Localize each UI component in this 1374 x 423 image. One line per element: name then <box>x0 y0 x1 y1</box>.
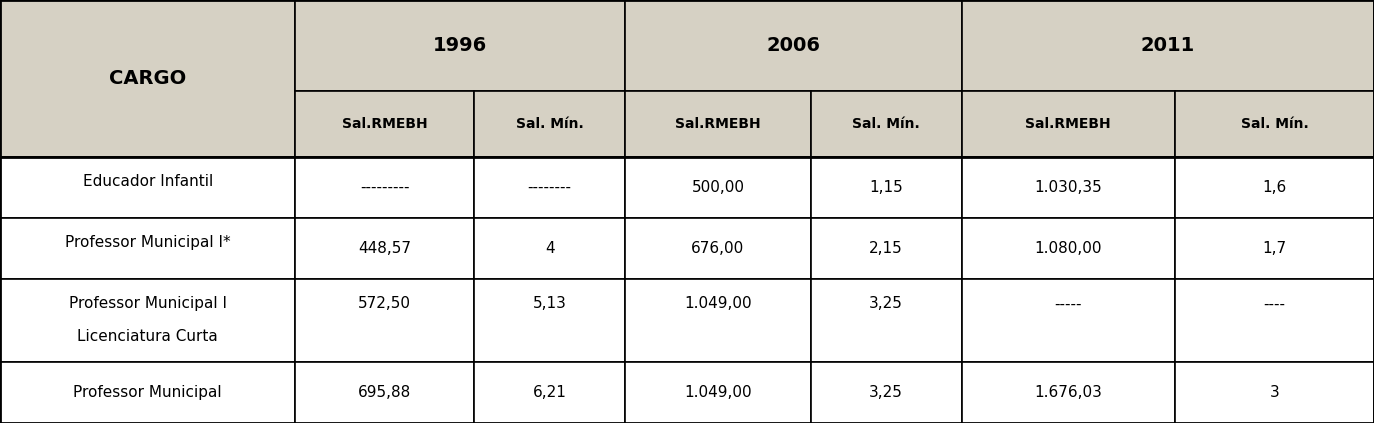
Text: 676,00: 676,00 <box>691 241 745 256</box>
Bar <box>811 91 962 157</box>
Bar <box>474 362 625 423</box>
Text: 695,88: 695,88 <box>359 385 411 400</box>
Bar <box>625 279 811 362</box>
Bar <box>474 91 625 157</box>
Text: 500,00: 500,00 <box>691 180 745 195</box>
Text: ----: ---- <box>1263 297 1286 311</box>
Text: Professor Municipal I: Professor Municipal I <box>69 297 227 311</box>
Bar <box>474 279 625 362</box>
Bar <box>1175 279 1374 362</box>
Bar <box>811 157 962 218</box>
Bar <box>625 0 962 91</box>
Bar <box>1175 157 1374 218</box>
Text: 1.049,00: 1.049,00 <box>684 297 752 311</box>
Text: 1,15: 1,15 <box>870 180 903 195</box>
Text: 448,57: 448,57 <box>359 241 411 256</box>
Text: 6,21: 6,21 <box>533 385 566 400</box>
Text: ---------: --------- <box>360 180 409 195</box>
Bar <box>0 0 295 157</box>
Text: 2006: 2006 <box>767 36 820 55</box>
Bar <box>0 362 295 423</box>
Text: Sal. Mín.: Sal. Mín. <box>852 117 921 131</box>
Bar <box>962 0 1374 91</box>
Text: 1.676,03: 1.676,03 <box>1035 385 1102 400</box>
Bar <box>962 157 1175 218</box>
Bar <box>295 91 474 157</box>
Bar <box>0 218 295 279</box>
Text: Sal.RMEBH: Sal.RMEBH <box>342 117 427 131</box>
Text: Licenciatura Curta: Licenciatura Curta <box>77 330 218 344</box>
Bar <box>625 157 811 218</box>
Text: Sal.RMEBH: Sal.RMEBH <box>1025 117 1112 131</box>
Text: Professor Municipal: Professor Municipal <box>73 385 223 400</box>
Bar <box>295 0 625 91</box>
Bar <box>811 218 962 279</box>
Text: 3: 3 <box>1270 385 1279 400</box>
Bar <box>0 279 295 362</box>
Bar <box>962 362 1175 423</box>
Text: 2,15: 2,15 <box>870 241 903 256</box>
Text: 1,7: 1,7 <box>1263 241 1286 256</box>
Text: 1.049,00: 1.049,00 <box>684 385 752 400</box>
Bar <box>625 218 811 279</box>
Text: 4: 4 <box>544 241 555 256</box>
Bar <box>295 157 474 218</box>
Bar <box>811 362 962 423</box>
Bar <box>962 218 1175 279</box>
Text: 5,13: 5,13 <box>533 297 566 311</box>
Text: CARGO: CARGO <box>109 69 187 88</box>
Text: 3,25: 3,25 <box>870 297 903 311</box>
Text: 1,6: 1,6 <box>1263 180 1286 195</box>
Bar <box>625 91 811 157</box>
Text: 3,25: 3,25 <box>870 385 903 400</box>
Text: 572,50: 572,50 <box>359 297 411 311</box>
Bar <box>625 362 811 423</box>
Bar <box>811 279 962 362</box>
Text: 2011: 2011 <box>1140 36 1195 55</box>
Bar <box>1175 218 1374 279</box>
Bar <box>474 157 625 218</box>
Bar <box>1175 91 1374 157</box>
Bar <box>295 279 474 362</box>
Text: -----: ----- <box>1054 297 1083 311</box>
Bar <box>295 218 474 279</box>
Text: 1.030,35: 1.030,35 <box>1035 180 1102 195</box>
Text: Sal. Mín.: Sal. Mín. <box>1241 117 1308 131</box>
Text: 1996: 1996 <box>433 36 488 55</box>
Text: Sal. Mín.: Sal. Mín. <box>515 117 584 131</box>
Text: Sal.RMEBH: Sal.RMEBH <box>675 117 761 131</box>
Text: Educador Infantil: Educador Infantil <box>82 173 213 189</box>
Bar <box>0 157 295 218</box>
Text: --------: -------- <box>528 180 572 195</box>
Bar <box>962 91 1175 157</box>
Text: 1.080,00: 1.080,00 <box>1035 241 1102 256</box>
Bar <box>474 218 625 279</box>
Bar <box>295 362 474 423</box>
Bar <box>962 279 1175 362</box>
Bar <box>1175 362 1374 423</box>
Text: Professor Municipal I*: Professor Municipal I* <box>65 235 231 250</box>
